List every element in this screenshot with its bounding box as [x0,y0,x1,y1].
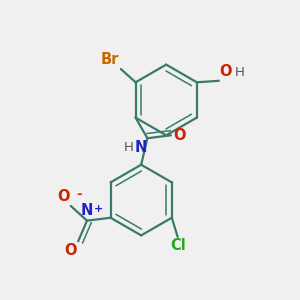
Text: O: O [57,190,69,205]
Text: +: + [94,204,103,214]
Text: O: O [219,64,231,79]
Text: N: N [134,140,147,154]
Text: O: O [64,243,77,258]
Text: H: H [235,66,245,79]
Text: N: N [81,203,93,218]
Text: O: O [173,128,186,143]
Text: Cl: Cl [170,238,185,253]
Text: H: H [124,141,134,154]
Text: Br: Br [101,52,119,67]
Text: -: - [76,188,82,201]
